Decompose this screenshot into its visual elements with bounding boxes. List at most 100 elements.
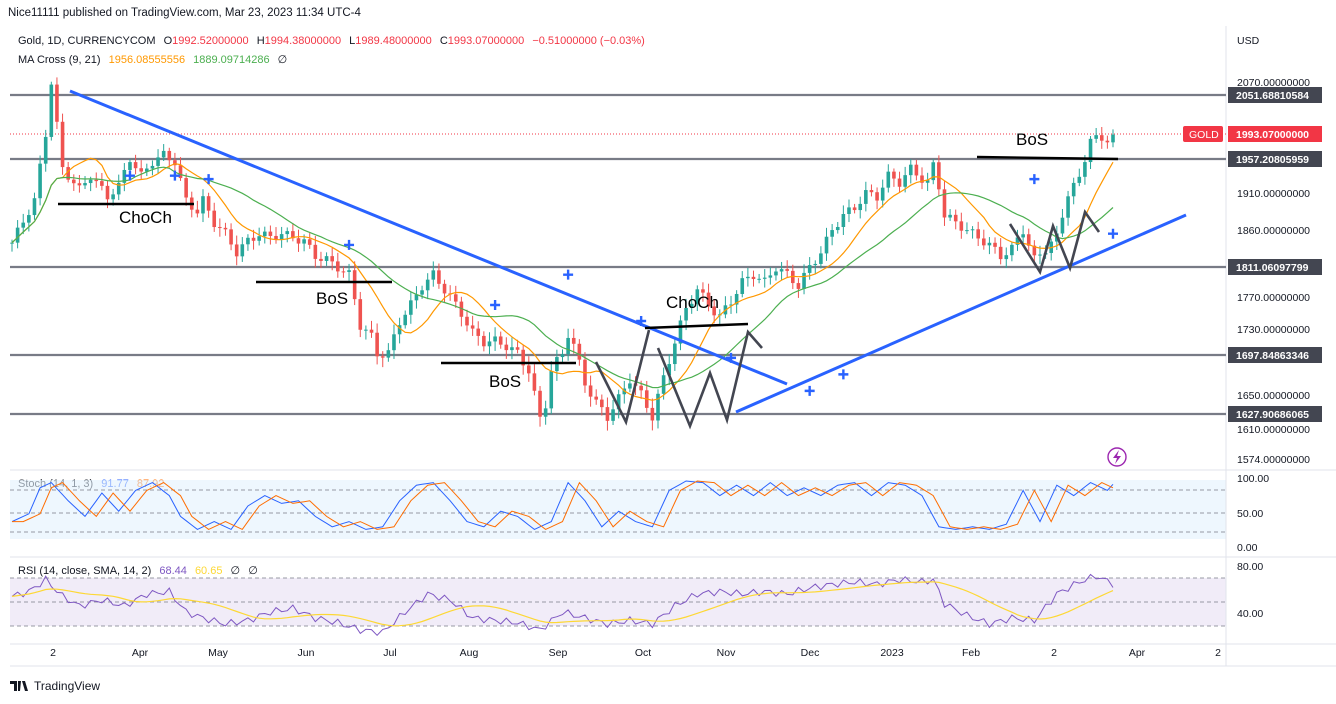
candle-body (173, 160, 177, 166)
open-value: 1992.52000000 (172, 35, 249, 47)
candle-body (32, 198, 37, 216)
open-label: O (163, 35, 173, 47)
candle-body (802, 272, 806, 289)
x-tick-label: Oct (635, 647, 651, 659)
main-legend: Gold, 1D, CURRENCYCOM O1992.52000000 H19… (18, 35, 650, 47)
candle-body (364, 329, 368, 331)
candle-body (740, 278, 745, 294)
candle-body (55, 84, 59, 122)
candle-body (908, 164, 913, 176)
x-tick-label: 2 (50, 647, 56, 659)
candle-body (965, 230, 969, 232)
candle-body (757, 278, 761, 280)
candle-body (970, 229, 975, 231)
structure-label-1: BoS (316, 289, 348, 308)
ma-cross-marker (563, 269, 574, 280)
candle-body (824, 236, 829, 254)
stoch-y-tick: 0.00 (1237, 542, 1258, 554)
x-tick-label: Feb (962, 647, 980, 659)
candle-body (526, 365, 531, 374)
candle-body (88, 179, 93, 184)
candle-body (684, 308, 688, 321)
candle-body (532, 373, 537, 391)
candle-body (1077, 176, 1082, 183)
level-tag-bg (1228, 406, 1322, 422)
candle-body (661, 375, 666, 394)
candle-body (858, 203, 863, 211)
x-tick-label: 2 (1051, 647, 1057, 659)
ma-cross-marker (344, 239, 355, 250)
rsi-value: 68.44 (159, 565, 187, 577)
rsi-y-tick: 40.00 (1237, 608, 1263, 620)
candle-body (420, 290, 424, 295)
candle-body (678, 320, 683, 344)
candle-body (15, 227, 20, 243)
high-label: H (256, 35, 265, 47)
candle-body (257, 236, 261, 241)
rsi-name: RSI (14, close, SMA, 14, 2) (18, 565, 152, 577)
level-tag-bg (1228, 87, 1322, 103)
candle-body (459, 301, 464, 317)
candle-body (543, 408, 548, 417)
candle-body (251, 237, 256, 241)
candle-body (145, 168, 149, 172)
candle-body (77, 183, 82, 186)
candle-body (982, 238, 986, 246)
candle-body (60, 121, 65, 168)
level-tag-text: 2051.68810584 (1236, 90, 1309, 102)
candle-body (1060, 217, 1065, 234)
candle-body (336, 261, 340, 272)
candle-body (813, 263, 818, 266)
flash-icon-ring (1107, 447, 1127, 467)
candle-body (734, 293, 739, 305)
candle-body (948, 214, 952, 218)
flash-icon (1113, 450, 1121, 464)
candle-body (21, 222, 26, 228)
x-tick-label: Nov (717, 647, 736, 659)
candle-body (1021, 234, 1025, 238)
stoch-d-line (12, 480, 1114, 531)
candle-body (201, 196, 205, 214)
candle-body (751, 276, 756, 280)
x-tick-label: Dec (801, 647, 820, 659)
symbol-label: Gold, 1D, CURRENCYCOM (18, 35, 156, 47)
candle-body (470, 325, 475, 329)
x-tick-label: Apr (132, 647, 149, 659)
structure-line-4 (976, 155, 1119, 161)
candle-body (993, 242, 997, 247)
candle-body (1032, 245, 1037, 256)
y-tick-label: 1610.00000000 (1237, 424, 1310, 436)
candle-body (139, 168, 143, 172)
rsi-sma-value: 60.65 (194, 565, 223, 577)
candle-body (538, 390, 542, 417)
candle-body (100, 181, 104, 186)
rsi-y-tick: 80.00 (1237, 561, 1263, 573)
candle-body (1071, 182, 1076, 197)
y-tick-label: 1574.00000000 (1237, 454, 1310, 466)
candle-body (650, 407, 655, 421)
candle-body (897, 178, 902, 187)
candle-body (1066, 196, 1070, 218)
candle-body (285, 231, 290, 235)
brand-name: TradingView (34, 679, 101, 693)
candle-body (667, 364, 672, 376)
candle-body (246, 237, 250, 245)
tradingview-brand[interactable]: TradingView (10, 679, 100, 693)
symbol-tag-bg (1183, 126, 1223, 142)
candle-body (498, 336, 503, 345)
candle-body (914, 164, 919, 176)
candle-body (549, 371, 554, 409)
candle-body (931, 162, 936, 181)
candle-body (229, 229, 233, 245)
candle-body (925, 180, 930, 183)
candle-body (628, 383, 632, 389)
candle-body (729, 304, 733, 306)
y-tick-label: 2070.00000000 (1237, 77, 1310, 89)
ma-fast-value: 1956.08555556 (108, 54, 186, 66)
candle-body (746, 276, 750, 279)
level-tag-text: 1627.90686065 (1236, 409, 1309, 421)
candle-body (656, 393, 660, 421)
candle-body (639, 385, 643, 391)
candle-body (959, 221, 964, 231)
